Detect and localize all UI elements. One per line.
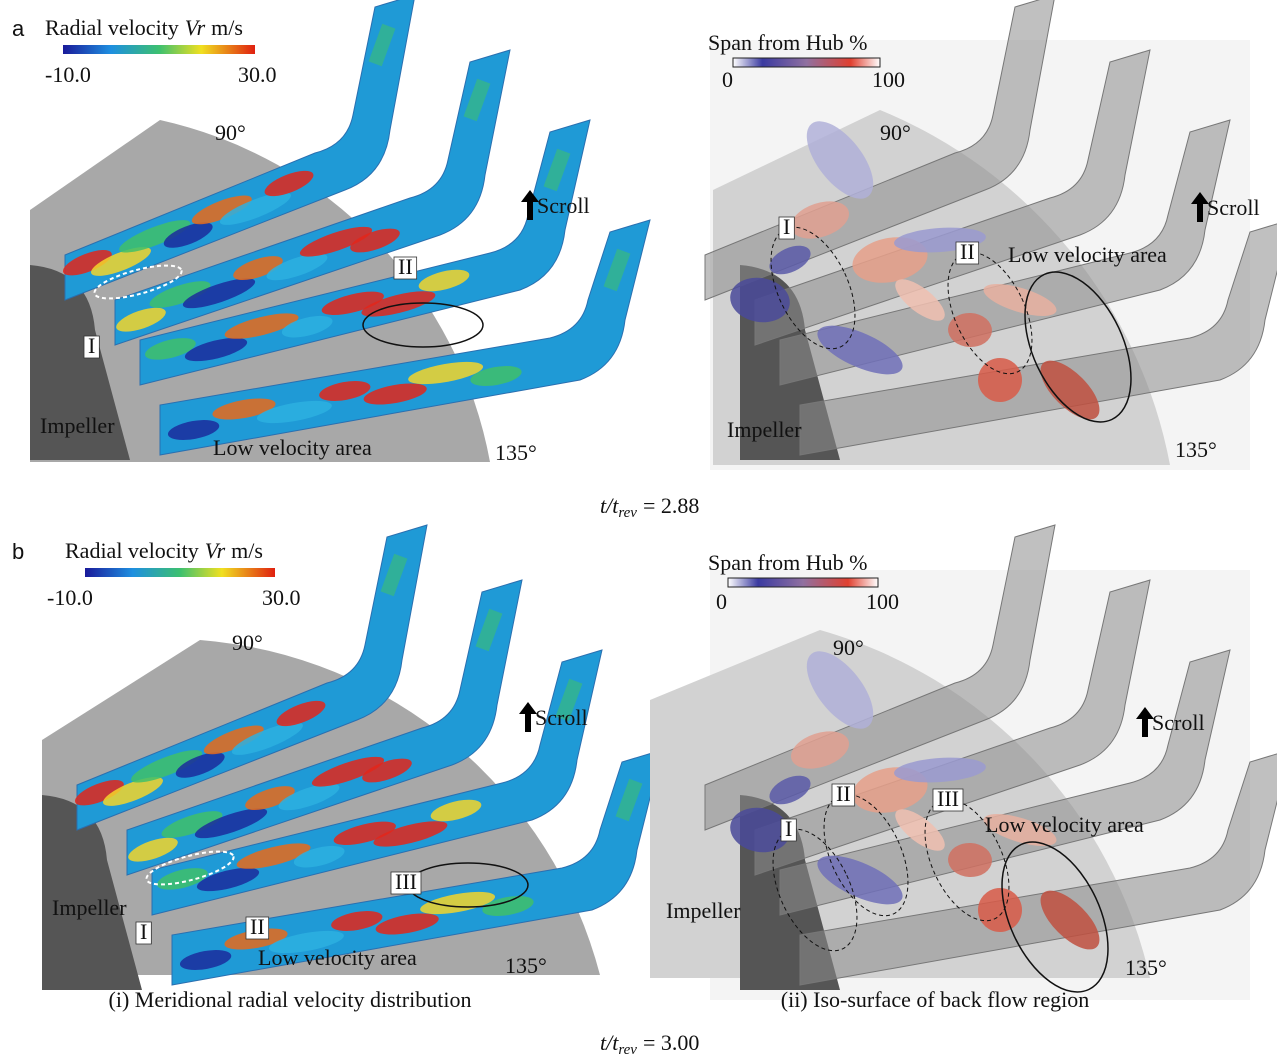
region-marker: I — [785, 816, 792, 841]
region-marker: I — [88, 333, 95, 358]
caption: (ii) Iso-surface of back flow region — [781, 987, 1089, 1012]
low-velocity-label: Low velocity area — [258, 945, 417, 970]
colorbar-title: Span from Hub % — [708, 550, 867, 575]
figure: aRadial velocityVrm/s-10.030.090°135°Scr… — [0, 0, 1277, 1061]
colorbar-min: 0 — [716, 589, 727, 614]
colorbar-symbol: Vr — [185, 15, 206, 40]
colorbar — [63, 45, 255, 54]
time-subscript: rev — [618, 505, 637, 521]
region-marker: II — [960, 239, 975, 264]
impeller-label: Impeller — [666, 898, 741, 923]
colorbar-max: 30.0 — [262, 585, 301, 610]
angle-label: 135° — [1125, 955, 1167, 980]
colorbar-max: 30.0 — [238, 62, 277, 87]
time-label: t/trev = 3.00 — [600, 1030, 699, 1058]
scroll-label: Scroll — [535, 705, 588, 730]
colorbar-unit: m/s — [211, 15, 243, 40]
colorbar-min: 0 — [722, 67, 733, 92]
colorbar — [728, 578, 878, 587]
scroll-label: Scroll — [1207, 195, 1260, 220]
impeller-label: Impeller — [727, 417, 802, 442]
low-velocity-label: Low velocity area — [1008, 242, 1167, 267]
panel-letter: a — [12, 16, 25, 41]
angle-label: 90° — [215, 120, 246, 145]
colorbar-label: Span from Hub % — [708, 550, 867, 575]
region-marker: II — [398, 254, 413, 279]
region-marker: I — [140, 919, 147, 944]
colorbar-label: Span from Hub % — [708, 30, 867, 55]
caption: (i) Meridional radial velocity distribut… — [109, 987, 472, 1012]
page: aRadial velocityVrm/s-10.030.090°135°Scr… — [0, 0, 1277, 1061]
low-velocity-label: Low velocity area — [213, 435, 372, 460]
colorbar-max: 100 — [872, 67, 905, 92]
low-velocity-label: Low velocity area — [985, 812, 1144, 837]
colorbar-min: -10.0 — [45, 62, 91, 87]
region-marker: III — [937, 786, 959, 811]
time-ratio: t/t — [600, 493, 619, 518]
colorbar-min: -10.0 — [47, 585, 93, 610]
region-marker: I — [783, 214, 790, 239]
scroll-label: Scroll — [537, 193, 590, 218]
region-marker: II — [836, 781, 851, 806]
impeller-label: Impeller — [52, 895, 127, 920]
impeller-label: Impeller — [40, 413, 115, 438]
time-value: = 3.00 — [643, 1030, 699, 1055]
time-ratio: t/t — [600, 1030, 619, 1055]
time-value: = 2.88 — [643, 493, 699, 518]
angle-label: 90° — [232, 630, 263, 655]
time-label: t/trev = 2.88 — [600, 493, 699, 521]
colorbar — [733, 58, 880, 67]
panel-letter: b — [12, 539, 24, 564]
colorbar-title: Radial velocityVrm/s — [45, 15, 243, 40]
angle-label: 135° — [505, 953, 547, 978]
colorbar-unit: m/s — [231, 538, 263, 563]
colorbar-max: 100 — [866, 589, 899, 614]
time-subscript: rev — [618, 1042, 637, 1058]
region-marker: III — [395, 869, 417, 894]
colorbar-title: Radial velocityVrm/s — [65, 538, 263, 563]
angle-label: 135° — [495, 440, 537, 465]
angle-label: 90° — [833, 635, 864, 660]
colorbar-title: Span from Hub % — [708, 30, 867, 55]
colorbar-label: Radial velocity — [65, 538, 199, 563]
angle-label: 135° — [1175, 437, 1217, 462]
colorbar — [85, 568, 275, 577]
colorbar-symbol: Vr — [205, 538, 226, 563]
angle-label: 90° — [880, 120, 911, 145]
region-marker: II — [250, 914, 265, 939]
colorbar-label: Radial velocity — [45, 15, 179, 40]
scroll-label: Scroll — [1152, 710, 1205, 735]
